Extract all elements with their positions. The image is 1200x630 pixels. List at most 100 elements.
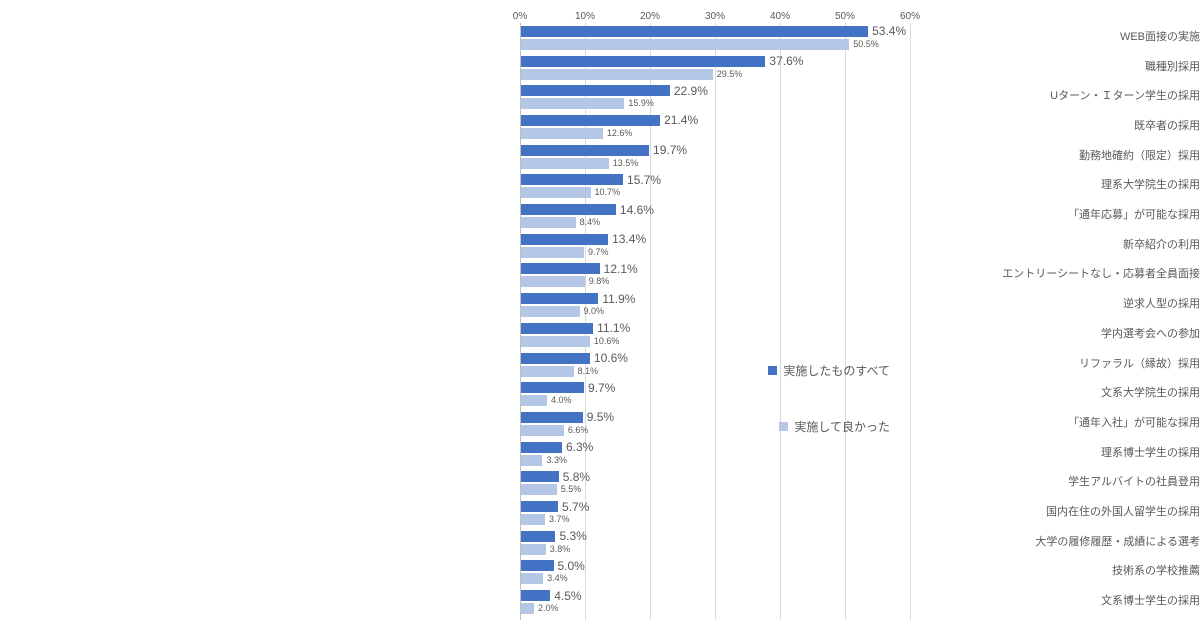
bar-series-all	[521, 293, 598, 304]
bar-series-all	[521, 531, 555, 542]
value-label-all: 12.1%	[604, 263, 638, 275]
value-label-good: 4.0%	[551, 396, 572, 405]
category-label: 理系大学院生の採用	[697, 180, 1200, 191]
category-label: 勤務地確約（限定）採用	[697, 151, 1200, 162]
value-label-all: 11.9%	[602, 293, 635, 305]
legend-item: 実施して良かった	[779, 418, 890, 435]
value-label-all: 5.3%	[559, 530, 586, 542]
bar-series-all	[521, 174, 623, 185]
gridline	[650, 23, 651, 620]
value-label-all: 9.7%	[588, 382, 615, 394]
value-label-good: 5.5%	[561, 485, 582, 494]
value-label-good: 8.4%	[580, 218, 601, 227]
bar-series-good	[521, 217, 576, 228]
category-label: 理系博士学生の採用	[697, 448, 1200, 459]
legend-swatch	[779, 422, 788, 431]
category-label: 逆求人型の採用	[697, 299, 1200, 310]
legend-label: 実施したものすべて	[783, 362, 890, 379]
bar-series-all	[521, 145, 649, 156]
bar-series-good	[521, 544, 546, 555]
bar-series-all	[521, 115, 660, 126]
bar-series-all	[521, 353, 590, 364]
x-tick-label: 0%	[513, 11, 527, 22]
bar-series-good	[521, 69, 713, 80]
value-label-good: 50.5%	[853, 40, 879, 49]
value-label-good: 9.0%	[584, 307, 605, 316]
value-label-good: 29.5%	[717, 70, 743, 79]
bar-series-good	[521, 39, 849, 50]
bar-series-all	[521, 26, 868, 37]
bar-series-all	[521, 85, 670, 96]
value-label-good: 9.8%	[589, 277, 610, 286]
value-label-all: 13.4%	[612, 233, 646, 245]
value-label-good: 2.0%	[538, 604, 559, 613]
bar-series-good	[521, 128, 603, 139]
value-label-good: 6.6%	[568, 426, 589, 435]
bar-series-all	[521, 382, 584, 393]
bar-series-good	[521, 425, 564, 436]
value-label-good: 3.7%	[549, 515, 570, 524]
value-label-all: 14.6%	[620, 204, 654, 216]
bar-series-good	[521, 247, 584, 258]
value-label-good: 3.3%	[546, 456, 567, 465]
value-label-good: 10.6%	[594, 337, 620, 346]
value-label-all: 11.1%	[597, 322, 630, 334]
x-tick-label: 10%	[575, 11, 595, 22]
value-label-good: 3.8%	[550, 545, 571, 554]
bar-series-all	[521, 323, 593, 334]
bar-series-good	[521, 395, 547, 406]
x-tick-label: 40%	[770, 11, 790, 22]
x-tick-label: 30%	[705, 11, 725, 22]
x-tick-label: 20%	[640, 11, 660, 22]
category-label: 学生アルバイトの社員登用	[697, 477, 1200, 488]
value-label-all: 5.0%	[558, 560, 585, 572]
legend-swatch	[768, 366, 777, 375]
bar-series-all	[521, 204, 616, 215]
value-label-good: 10.7%	[595, 188, 621, 197]
x-tick-label: 60%	[900, 11, 920, 22]
value-label-good: 15.9%	[628, 99, 654, 108]
value-label-good: 9.7%	[588, 248, 609, 257]
value-label-all: 9.5%	[587, 411, 614, 423]
value-label-good: 12.6%	[607, 129, 633, 138]
legend-label: 実施して良かった	[794, 418, 890, 435]
value-label-all: 10.6%	[594, 352, 628, 364]
bar-series-all	[521, 263, 600, 274]
category-label: エントリーシートなし・応募者全員面接	[697, 269, 1200, 280]
bar-series-all	[521, 442, 562, 453]
bar-series-good	[521, 603, 534, 614]
category-label: 「通年応募」が可能な採用	[697, 210, 1200, 221]
value-label-all: 37.6%	[769, 55, 803, 67]
bar-series-all	[521, 590, 550, 601]
value-label-all: 53.4%	[872, 25, 906, 37]
bar-series-good	[521, 187, 591, 198]
category-label: 国内在住の外国人留学生の採用	[697, 507, 1200, 518]
bar-series-all	[521, 234, 608, 245]
category-label: Uターン・Ｉターン学生の採用	[697, 91, 1200, 102]
bar-series-all	[521, 560, 554, 571]
bar-series-good	[521, 276, 585, 287]
bar-series-good	[521, 514, 545, 525]
value-label-all: 5.8%	[563, 471, 590, 483]
value-label-all: 15.7%	[627, 174, 661, 186]
legend-item: 実施したものすべて	[768, 362, 890, 379]
category-label: 技術系の学校推薦	[697, 566, 1200, 577]
bar-series-good	[521, 455, 542, 466]
value-label-all: 19.7%	[653, 144, 687, 156]
category-label: 文系博士学生の採用	[697, 596, 1200, 607]
bar-series-all	[521, 56, 765, 67]
bar-series-good	[521, 573, 543, 584]
category-label: 文系大学院生の採用	[697, 388, 1200, 399]
value-label-good: 3.4%	[547, 574, 568, 583]
gridline	[910, 23, 911, 620]
value-label-all: 21.4%	[664, 114, 698, 126]
bar-series-good	[521, 306, 580, 317]
category-label: 「通年入社」が可能な採用	[697, 418, 1200, 429]
bar-series-all	[521, 501, 558, 512]
bar-series-all	[521, 412, 583, 423]
bar-series-good	[521, 336, 590, 347]
value-label-good: 8.1%	[578, 367, 599, 376]
bar-series-good	[521, 484, 557, 495]
category-label: 大学の履修履歴・成績による選考	[697, 537, 1200, 548]
gridline	[845, 23, 846, 620]
